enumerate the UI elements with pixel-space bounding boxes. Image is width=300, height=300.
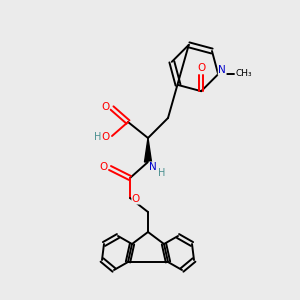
Text: N: N	[218, 65, 226, 75]
Text: O: O	[101, 132, 109, 142]
Polygon shape	[145, 138, 152, 162]
Text: O: O	[99, 162, 107, 172]
Text: CH₃: CH₃	[236, 69, 253, 78]
Text: H: H	[158, 168, 166, 178]
Text: H: H	[94, 132, 102, 142]
Text: N: N	[149, 162, 157, 172]
Text: O: O	[132, 194, 140, 204]
Text: O: O	[197, 63, 205, 73]
Text: O: O	[101, 102, 109, 112]
